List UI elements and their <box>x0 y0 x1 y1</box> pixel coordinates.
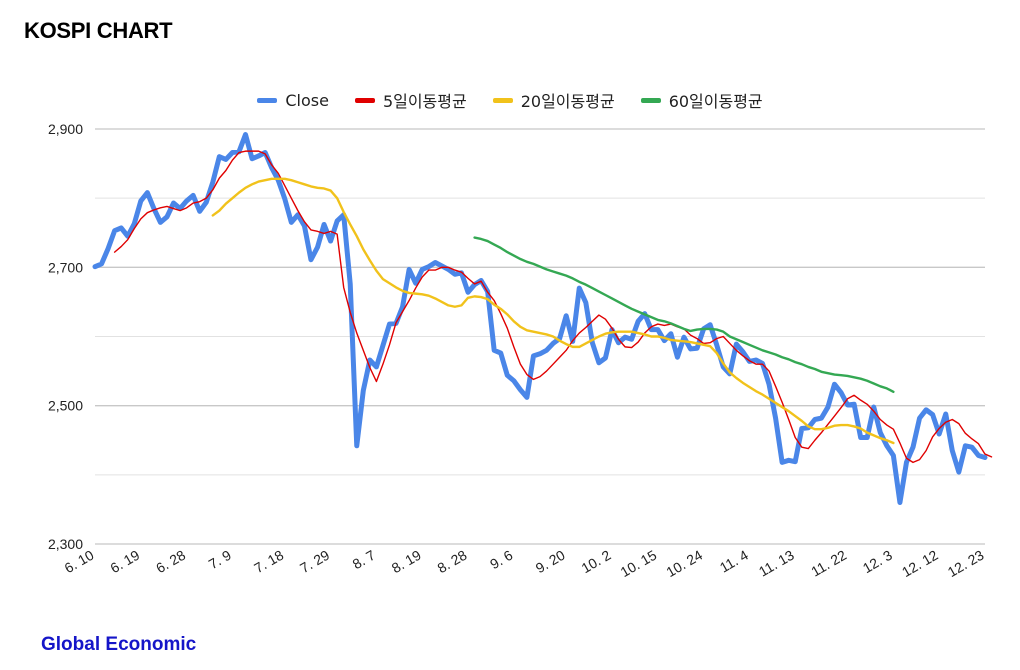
legend-label: 60일이동평균 <box>668 92 763 111</box>
page-title: KOSPI CHART <box>24 18 173 43</box>
x-tick-label: 11. 13 <box>756 547 797 580</box>
x-tick-label: 10. 15 <box>618 547 660 580</box>
legend-item: 20일이동평균 <box>492 88 615 112</box>
y-tick-label: 2,300 <box>48 536 83 552</box>
legend-item: Close <box>257 88 329 112</box>
x-tick-label: 8. 7 <box>350 547 378 573</box>
x-tick-label: 9. 6 <box>487 547 515 573</box>
legend-label: Close <box>285 90 329 110</box>
legend-item: 5일이동평균 <box>354 88 467 112</box>
x-tick-label: 8. 28 <box>435 547 470 577</box>
footer-source: Global Economic <box>41 634 197 655</box>
legend-swatch <box>640 97 661 103</box>
legend-label: 20일이동평균 <box>520 92 615 111</box>
x-tick-label: 9. 20 <box>533 547 568 577</box>
series-line-ma60 <box>473 236 895 394</box>
legend-item: 60일이동평균 <box>640 88 763 112</box>
y-tick-label: 2,500 <box>48 398 83 414</box>
series-line-ma5 <box>113 150 993 464</box>
x-tick-label: 12. 3 <box>860 547 895 577</box>
series-line-close <box>92 132 988 505</box>
x-tick-label: 6. 19 <box>107 547 142 577</box>
legend-swatch <box>354 97 375 103</box>
x-tick-label: 6. 28 <box>153 547 188 577</box>
x-tick-label: 7. 9 <box>206 547 234 573</box>
y-tick-label: 2,900 <box>48 121 83 137</box>
x-tick-label: 7. 29 <box>297 547 332 577</box>
x-tick-label: 12. 12 <box>899 547 941 580</box>
x-tick-label: 11. 4 <box>717 547 751 576</box>
legend-swatch <box>257 97 278 103</box>
series-line-ma20 <box>211 177 895 445</box>
y-tick-label: 2,700 <box>48 259 83 275</box>
x-tick-label: 7. 18 <box>251 547 286 577</box>
x-tick-label: 10. 2 <box>579 547 614 577</box>
legend: Close 5일이동평균 20일이동평균 60일이동평균 <box>0 88 1020 112</box>
x-tick-label: 10. 24 <box>663 547 705 580</box>
x-tick-label: 8. 19 <box>389 547 424 577</box>
x-tick-label: 12. 23 <box>945 547 987 580</box>
legend-label: 5일이동평균 <box>382 92 467 111</box>
legend-swatch <box>492 97 513 103</box>
gridlines <box>95 128 985 545</box>
x-tick-label: 11. 22 <box>808 547 849 580</box>
